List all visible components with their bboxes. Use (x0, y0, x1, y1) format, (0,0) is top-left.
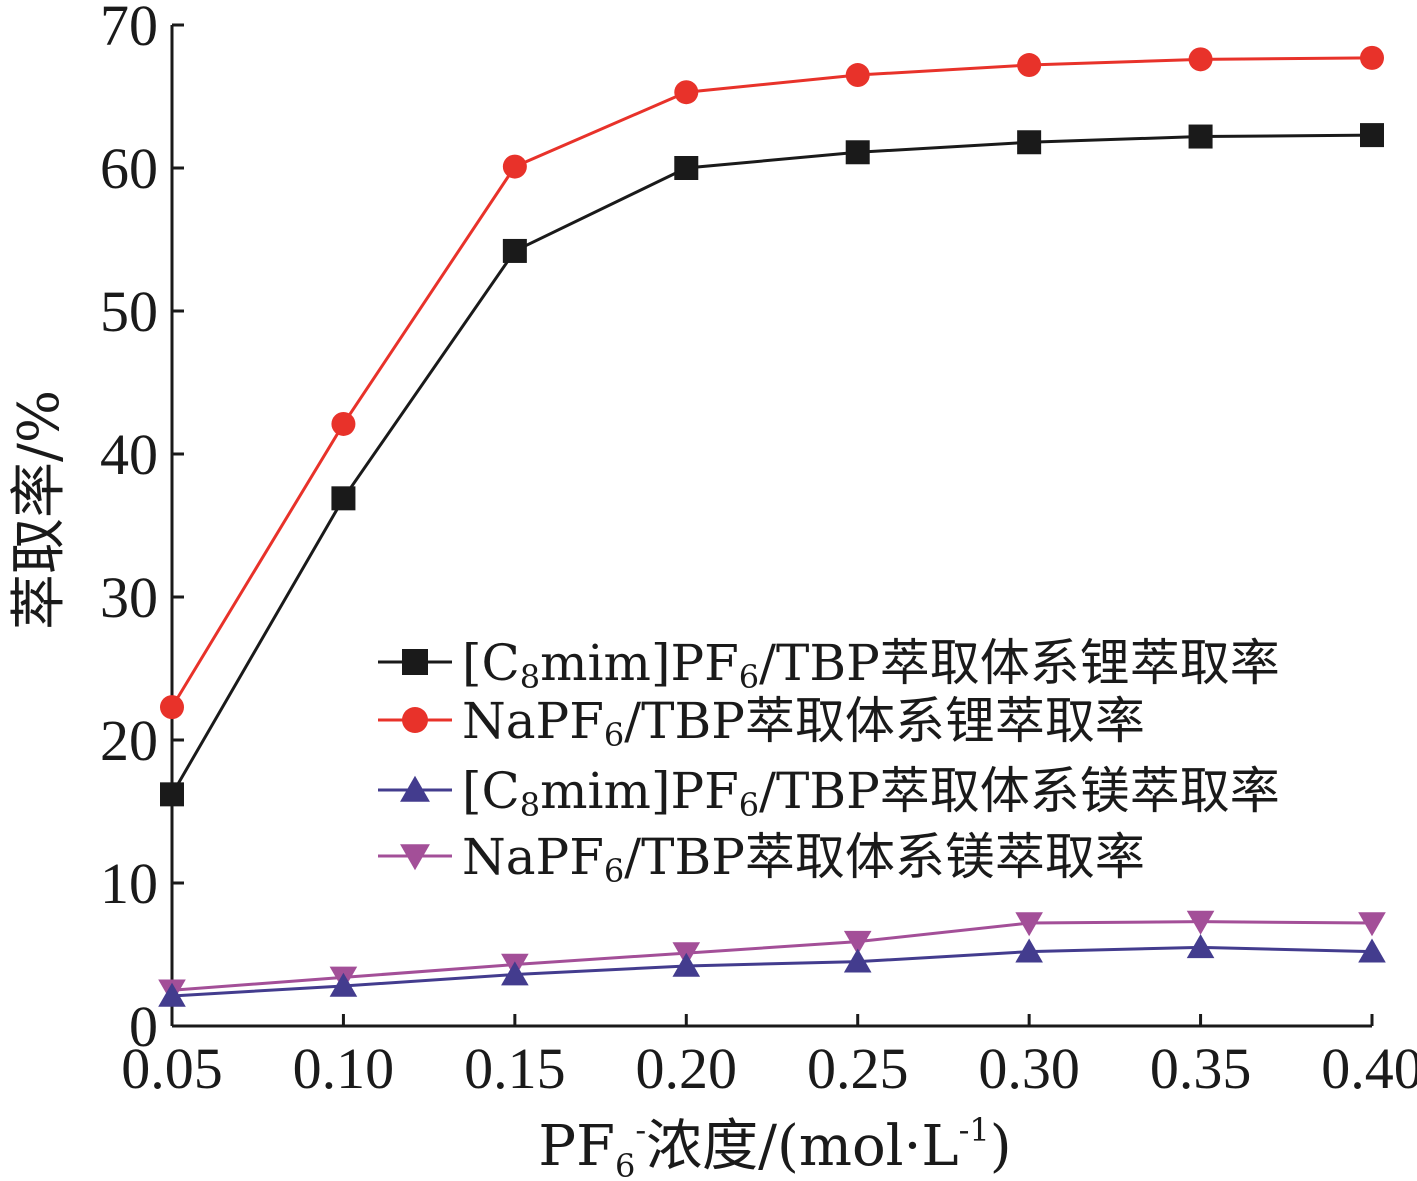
square-marker (1360, 123, 1384, 148)
circle-marker (1360, 45, 1384, 70)
triangle-up-marker (158, 982, 186, 1007)
triangle-down-marker (843, 930, 872, 955)
square-marker (160, 782, 184, 807)
triangle-up-marker (1186, 934, 1215, 959)
square-marker (1017, 130, 1042, 155)
legend-entry: NaPF6/TBP萃取体系镁萃取率 (378, 828, 1145, 890)
triangle-down-marker (1015, 912, 1043, 937)
square-marker (402, 649, 428, 675)
series-line (171, 920, 1373, 992)
triangle-up-marker (329, 972, 358, 997)
legend-label: NaPF6/TBP萃取体系镁萃取率 (462, 828, 1145, 890)
y-tick-label: 50 (100, 279, 158, 344)
y-tick-label: 10 (100, 851, 158, 916)
legend-entry: [C8mim]PF6/TBP萃取体系锂萃取率 (378, 634, 1280, 696)
y-tick-label: 30 (100, 565, 158, 630)
y-tick-label: 40 (100, 422, 158, 487)
y-tick-label: 0 (129, 994, 158, 1059)
y-tick-label: 60 (100, 136, 158, 201)
y-tick-label: 70 (100, 0, 158, 58)
y-axis-title: 萃取率/% (7, 390, 72, 630)
x-tick-label: 0.15 (464, 1036, 566, 1101)
series-1 (160, 123, 1384, 807)
legend-entry: [C8mim]PF6/TBP萃取体系镁萃取率 (378, 762, 1280, 824)
triangle-up-marker (843, 948, 872, 973)
x-axis-title: PF6-浓度/(mol·L-1) (538, 1111, 1011, 1181)
legend-label: NaPF6/TBP萃取体系锂萃取率 (462, 692, 1145, 754)
triangle-up-marker (672, 952, 701, 977)
square-marker (502, 238, 527, 263)
square-marker (674, 156, 699, 180)
series-2 (160, 45, 1384, 720)
circle-marker (502, 154, 527, 179)
circle-marker (331, 411, 356, 436)
x-tick-label: 0.10 (293, 1036, 395, 1101)
series-line (170, 133, 1373, 796)
legend-label: [C8mim]PF6/TBP萃取体系镁萃取率 (462, 762, 1280, 824)
square-marker (845, 140, 870, 165)
y-tick-label: 20 (100, 708, 158, 773)
triangle-up-marker (400, 775, 430, 802)
x-tick-label: 0.30 (978, 1036, 1080, 1101)
x-tick-label: 0.25 (807, 1036, 909, 1101)
triangle-up-marker (1015, 938, 1043, 963)
series-line (170, 56, 1373, 708)
series-layer (158, 45, 1386, 1007)
legend-label: [C8mim]PF6/TBP萃取体系锂萃取率 (462, 634, 1280, 696)
circle-marker (674, 80, 699, 105)
x-tick-label: 0.20 (636, 1036, 738, 1101)
x-tick-label: 0.40 (1321, 1036, 1417, 1101)
triangle-up-marker (1358, 938, 1386, 963)
axes: 0 10 20 30 40 50 60 70 0.05 0.10 0.15 0.20 0.25 0.30 0… (100, 0, 1417, 1101)
triangle-down-marker (400, 844, 430, 871)
triangle-down-marker (1358, 912, 1386, 937)
triangle-up-marker (501, 961, 529, 986)
circle-marker (402, 707, 428, 733)
x-tick-label: 0.35 (1150, 1036, 1252, 1101)
x-tick-label: 0.05 (121, 1036, 223, 1101)
circle-marker (1188, 47, 1213, 72)
square-marker (1188, 124, 1213, 149)
series-3 (158, 934, 1386, 1007)
triangle-down-marker (1186, 910, 1215, 935)
series-line (171, 945, 1373, 998)
circle-marker (160, 695, 184, 720)
circle-marker (845, 63, 870, 88)
legend-entry: NaPF6/TBP萃取体系锂萃取率 (378, 692, 1145, 754)
square-marker (331, 486, 356, 511)
circle-marker (1017, 53, 1042, 78)
